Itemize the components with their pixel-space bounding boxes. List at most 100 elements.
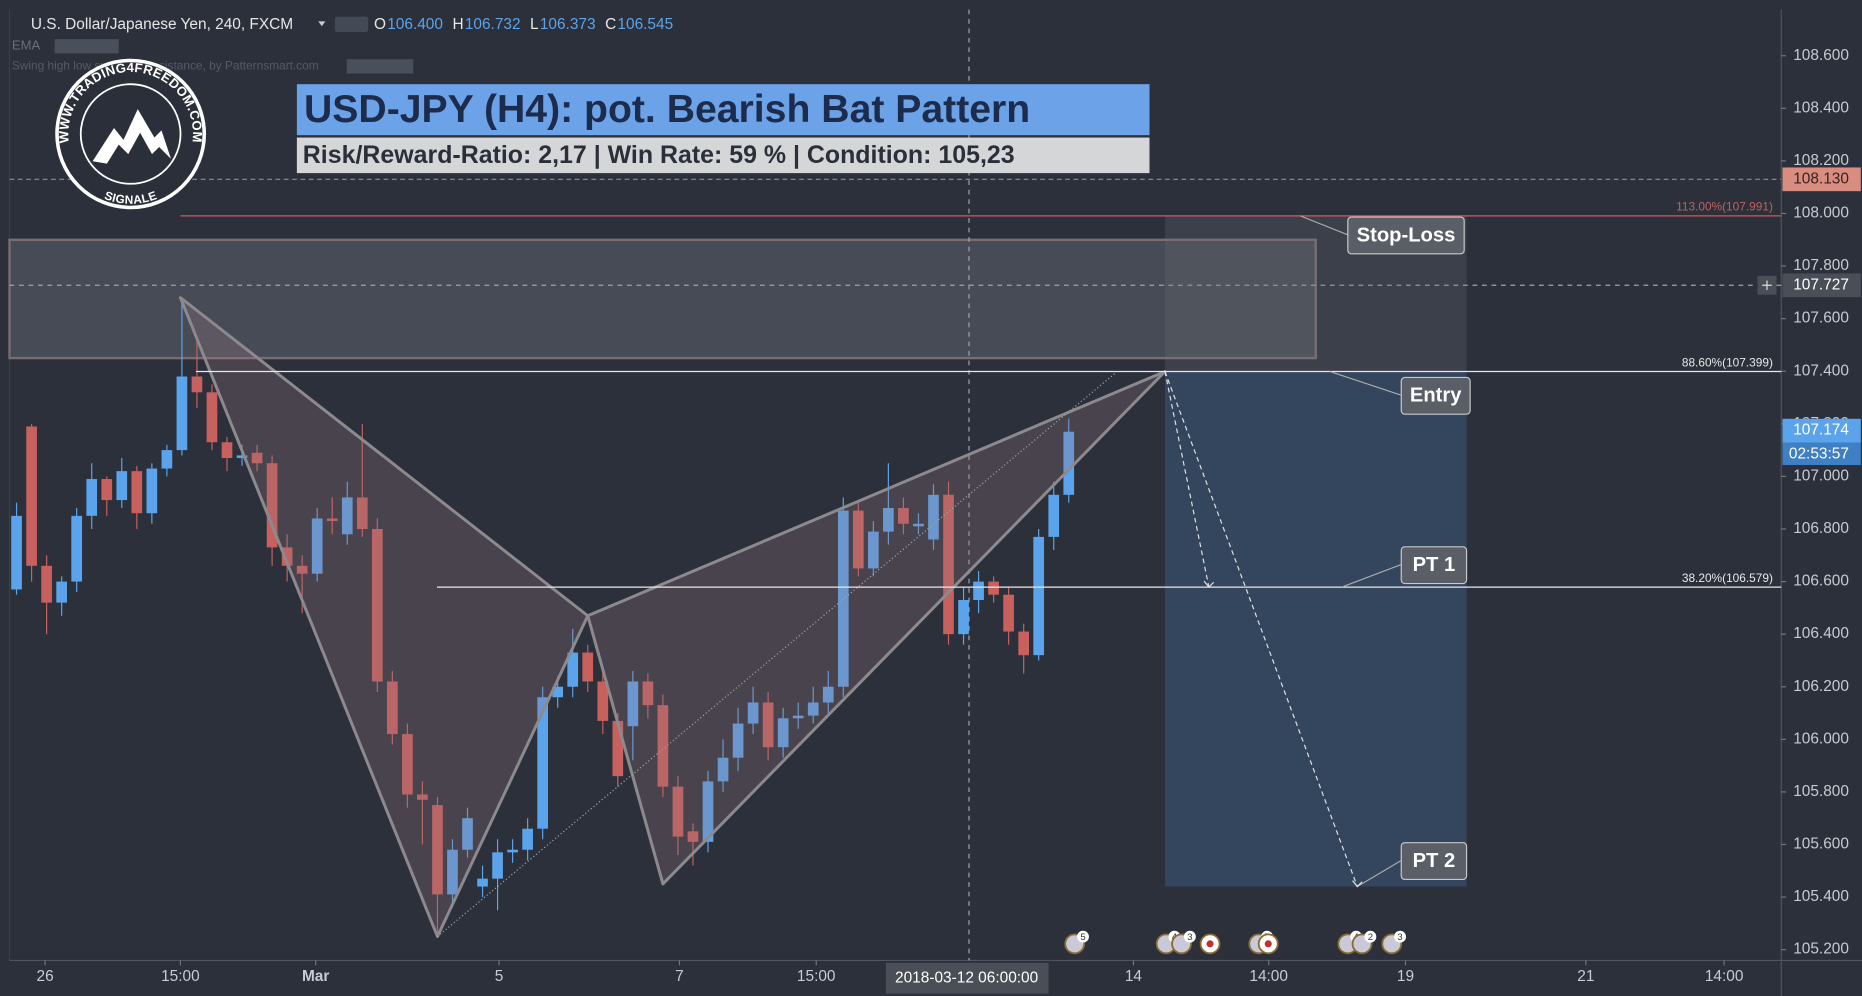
event-badge — [1394, 930, 1406, 943]
chart-title: USD-JPY (H4): pot. Bearish Bat Pattern — [304, 88, 1030, 131]
x-tick-label: 14 — [1125, 968, 1143, 985]
candle-body — [582, 652, 594, 682]
candle-body — [266, 463, 278, 548]
candle-body — [236, 455, 248, 459]
candle-body — [131, 471, 143, 514]
candle-body — [687, 831, 699, 842]
chart-subtitle: Risk/Reward-Ratio: 2,17 | Win Rate: 59 %… — [303, 141, 1015, 169]
candle-body — [101, 479, 113, 501]
ohlc-key: H — [452, 16, 463, 33]
candle-body — [161, 450, 173, 469]
candle-body — [176, 376, 188, 451]
candle-body — [913, 523, 924, 527]
y-tick-label: 105.400 — [1793, 888, 1849, 905]
candle-body — [477, 878, 488, 887]
candle-body — [116, 471, 128, 501]
y-tick-label: 106.600 — [1793, 573, 1849, 590]
candle-body — [537, 697, 549, 829]
candle-body — [747, 702, 759, 724]
symbol-menu[interactable] — [318, 21, 326, 27]
x-tick-label: 19 — [1397, 968, 1414, 985]
crosshair-plus-icon — [1762, 280, 1772, 291]
event-target-dot — [1206, 940, 1214, 948]
candle-body — [371, 528, 383, 682]
logo-text: SIGNALE — [103, 188, 159, 207]
y-tick-label: 105.800 — [1793, 783, 1849, 800]
tag-text: PT 1 — [1413, 554, 1456, 576]
symbol-buttons[interactable] — [334, 16, 369, 33]
candle-body — [642, 681, 654, 706]
indicator-ema[interactable]: EMA — [12, 38, 41, 53]
y-tick-label: 107.000 — [1793, 467, 1849, 484]
crosshair-price-tag-bg — [1782, 273, 1861, 298]
ohlc-value: 106.373 — [540, 16, 596, 33]
logo: WWW.TRADING4FREEDOM.COM SIGNALE — [55, 58, 207, 210]
overlay: U.S. Dollar/Japanese Yen, 240, FXCM EMA … — [12, 16, 1150, 210]
resistance-zone — [8, 238, 1317, 360]
x-tick-label: 21 — [1577, 968, 1594, 985]
event-count: 5 — [1080, 932, 1085, 943]
price-axis — [1781, 0, 1862, 996]
countdown: 02:53:57 — [1789, 445, 1849, 462]
candle-body — [11, 515, 22, 590]
indicator-buttons[interactable] — [54, 39, 119, 54]
y-tick-label: 106.200 — [1793, 678, 1849, 695]
y-tick-label: 108.600 — [1793, 47, 1849, 64]
tag-connector — [1329, 370, 1402, 396]
crosshair-time: 2018-03-12 06:00:00 — [895, 969, 1038, 986]
last-price-tag-bg — [1782, 418, 1861, 443]
level-label: 88.60%(107.399) — [1682, 355, 1773, 369]
tag-box — [1400, 376, 1471, 415]
tag-connector — [1300, 215, 1349, 236]
candle-body — [567, 652, 579, 687]
candle-body — [311, 518, 323, 574]
tag-box — [1400, 842, 1468, 881]
projection-arrow — [1164, 371, 1210, 588]
tag-connector — [1357, 859, 1402, 888]
candle-body — [462, 818, 473, 850]
candle-body — [1018, 631, 1030, 656]
y-tick-label: 108.200 — [1793, 152, 1849, 169]
ohlc-value: 106.732 — [465, 16, 521, 33]
candle-body — [221, 442, 233, 459]
candle-body — [988, 581, 999, 595]
indicator-buttons[interactable] — [346, 59, 414, 74]
candle-body — [807, 702, 819, 716]
candle-body — [387, 681, 398, 735]
ohlc-value: 106.400 — [387, 16, 443, 33]
logo-mountains — [92, 109, 171, 164]
symbol[interactable]: U.S. Dollar/Japanese Yen, 240, FXCM — [31, 16, 293, 33]
y-tick-label: 105.600 — [1793, 836, 1849, 853]
x-tick-label: 14:00 — [1249, 968, 1288, 985]
candle-body — [928, 494, 939, 540]
candle-body — [1063, 431, 1075, 495]
candle-body — [702, 781, 714, 842]
target-box — [1164, 371, 1467, 887]
event-badge — [1364, 930, 1377, 943]
candle-body — [402, 734, 413, 795]
x-tick-label: 15:00 — [161, 968, 200, 985]
candle-body — [657, 705, 669, 787]
event-badge — [1077, 930, 1089, 943]
tag-text: Entry — [1410, 385, 1462, 407]
candle-body — [56, 581, 68, 603]
candle-body — [792, 715, 804, 719]
arrow-head — [1352, 880, 1363, 888]
candle-body — [627, 681, 639, 727]
ohlc-key: C — [605, 16, 616, 33]
x-tick-label: 7 — [675, 968, 684, 985]
y-tick-label: 105.200 — [1793, 941, 1849, 958]
x-tick-label: 5 — [495, 968, 504, 985]
crosshair-price-tag: 107.727 — [1793, 276, 1849, 293]
candle-body — [447, 849, 458, 895]
event-count: 2 — [1368, 932, 1373, 943]
candle-body — [777, 718, 789, 748]
indicator-swing[interactable]: Swing high low support & resistance, by … — [12, 59, 319, 73]
x-tick-label: 14:00 — [1705, 968, 1744, 985]
candle-body — [883, 507, 894, 532]
y-tick-label: 107.600 — [1793, 310, 1849, 327]
candle-body — [326, 518, 338, 522]
title-box — [296, 84, 1150, 136]
y-tick-label: 107.800 — [1793, 257, 1849, 274]
